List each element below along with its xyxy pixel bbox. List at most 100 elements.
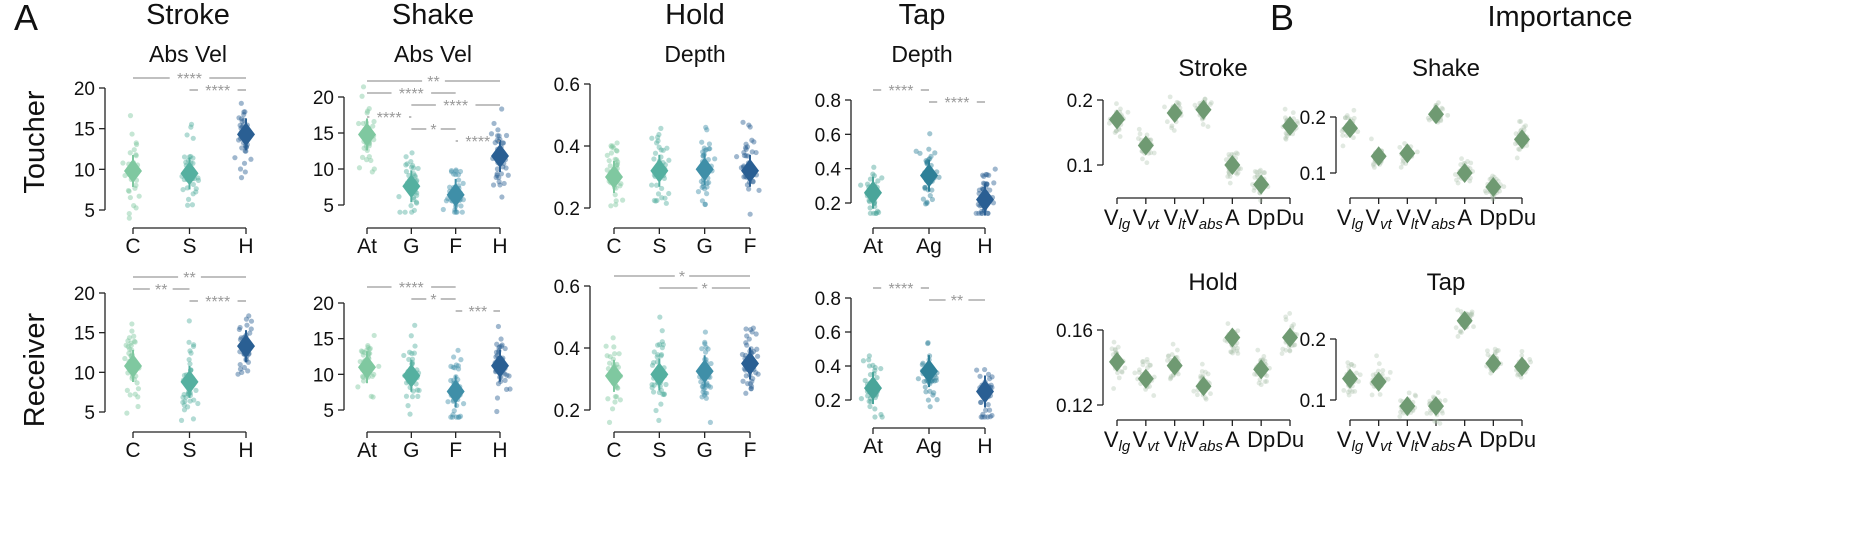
data-point xyxy=(125,338,131,344)
data-point xyxy=(1203,395,1208,401)
x-tick-label-f: F xyxy=(449,235,462,258)
data-point xyxy=(1114,128,1119,134)
data-point xyxy=(649,362,656,368)
data-point xyxy=(403,168,410,175)
feature-label-vlg: Vlg xyxy=(1337,205,1364,233)
data-point xyxy=(404,161,410,167)
data-point xyxy=(983,407,989,413)
feature-label-dp: Dp xyxy=(1479,205,1507,230)
mean-marker xyxy=(1342,118,1358,139)
data-point xyxy=(1202,96,1208,102)
feature-label-du: Du xyxy=(1276,205,1304,230)
data-point xyxy=(604,167,610,173)
data-point xyxy=(1136,370,1142,375)
data-point xyxy=(747,327,754,333)
data-point xyxy=(991,180,997,186)
data-point xyxy=(649,381,655,388)
y-tick-label: 0.6 xyxy=(815,323,841,344)
data-point xyxy=(744,144,751,150)
significance-label: **** xyxy=(465,134,490,151)
data-point xyxy=(660,147,666,153)
data-point xyxy=(494,408,500,415)
data-point xyxy=(190,181,196,188)
data-point xyxy=(413,199,420,205)
data-point xyxy=(702,329,708,335)
data-point xyxy=(186,339,192,345)
data-point xyxy=(455,347,461,353)
data-point xyxy=(657,314,663,320)
data-point xyxy=(1258,167,1263,173)
y-tick-label: 0.4 xyxy=(815,160,842,181)
data-point xyxy=(455,363,462,369)
data-point xyxy=(416,387,422,394)
data-point xyxy=(614,148,620,154)
data-point xyxy=(1468,312,1474,317)
significance-label: **** xyxy=(945,95,970,112)
data-point xyxy=(1398,398,1403,404)
data-point xyxy=(985,210,991,216)
data-point xyxy=(1115,370,1120,376)
panel-receiver-hold: 0.2 0.4 0.6 C S G F * * xyxy=(554,269,761,462)
data-point xyxy=(186,318,192,324)
data-point xyxy=(1469,309,1475,315)
data-point xyxy=(663,200,669,206)
data-point xyxy=(1342,115,1348,121)
data-point xyxy=(132,339,138,345)
y-tick-label: 0.1 xyxy=(1067,156,1093,177)
data-point xyxy=(929,196,936,203)
data-point xyxy=(135,386,142,392)
data-point xyxy=(1517,119,1522,124)
data-point xyxy=(746,122,752,128)
data-point xyxy=(1357,372,1363,378)
feature-label-vabs: Vabs xyxy=(1184,427,1223,455)
data-point xyxy=(620,197,626,203)
feature-label-a: A xyxy=(1457,205,1472,230)
data-point xyxy=(490,182,497,188)
data-point xyxy=(132,391,138,397)
data-point xyxy=(702,201,708,207)
data-point xyxy=(933,377,939,383)
data-point xyxy=(187,398,193,404)
data-point xyxy=(356,120,362,127)
data-point xyxy=(499,194,505,200)
y-tick-label: 15 xyxy=(313,124,334,145)
y-tick-label: 20 xyxy=(74,284,95,305)
mean-marker xyxy=(1282,116,1298,136)
data-point xyxy=(133,141,140,148)
data-point xyxy=(743,390,749,396)
data-point xyxy=(654,354,660,360)
data-point xyxy=(655,134,661,140)
mean-marker xyxy=(1166,103,1183,123)
data-point xyxy=(181,154,188,160)
data-point xyxy=(748,385,754,392)
data-point xyxy=(704,184,710,190)
data-point xyxy=(659,185,665,192)
data-point xyxy=(702,339,708,345)
significance-label: * xyxy=(430,122,436,139)
data-point xyxy=(604,152,610,158)
x-tick-label-g: G xyxy=(403,439,419,462)
y-tick-label: 0.1 xyxy=(1300,164,1326,185)
data-point xyxy=(502,377,508,383)
data-point xyxy=(872,414,878,420)
mean-marker xyxy=(1224,327,1241,348)
x-tick-label-c: C xyxy=(606,235,621,258)
data-point xyxy=(655,138,661,144)
data-point xyxy=(1425,115,1431,121)
data-point xyxy=(415,165,421,172)
data-point xyxy=(445,399,451,405)
y-tick-label: 0.1 xyxy=(1300,391,1326,412)
data-point xyxy=(985,402,991,408)
data-point xyxy=(1283,135,1288,141)
data-point xyxy=(1167,376,1173,382)
data-point xyxy=(451,354,457,360)
data-point xyxy=(1346,364,1352,369)
data-point xyxy=(1168,374,1174,379)
data-point xyxy=(403,162,409,168)
data-point xyxy=(749,329,755,335)
data-point xyxy=(987,376,993,382)
data-point xyxy=(1200,122,1206,127)
data-point xyxy=(412,322,418,328)
data-point xyxy=(1514,155,1520,161)
data-point xyxy=(370,123,376,129)
